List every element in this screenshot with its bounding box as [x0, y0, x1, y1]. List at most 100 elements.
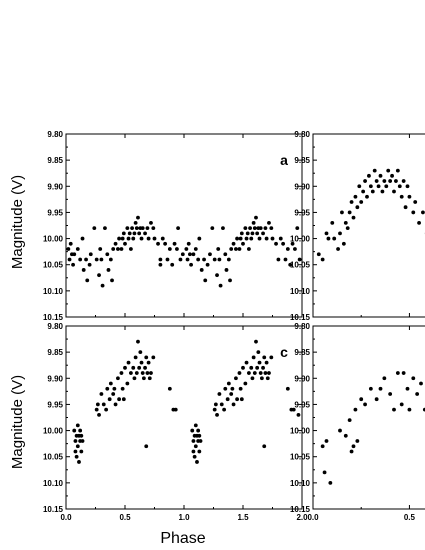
data-point-c-0-36	[132, 376, 137, 381]
data-point-a-0-112	[258, 226, 263, 231]
data-point-c-0-13	[80, 439, 85, 443]
data-point-a-0-93	[234, 247, 238, 251]
data-point-c-0-34	[129, 371, 133, 375]
data-point-c-0-45	[143, 365, 147, 370]
data-point-a-0-9	[81, 268, 86, 272]
data-point-a-0-72	[193, 247, 198, 251]
data-point-d-0-0	[320, 444, 325, 449]
data-point-c-0-14	[94, 407, 99, 412]
data-point-b-0-20	[363, 179, 367, 183]
x-axis-title: Phase	[160, 530, 205, 547]
data-point-a-0-70	[189, 262, 193, 267]
data-point-b-0-45	[413, 200, 418, 204]
data-point-a-0-105	[250, 231, 255, 236]
y-tick-label-a-6: 10.10	[43, 287, 64, 296]
data-point-a-0-4	[71, 262, 75, 267]
data-point-a-0-18	[99, 257, 104, 262]
data-point-a-0-12	[87, 262, 92, 267]
data-point-c-0-78	[226, 381, 231, 386]
data-point-d-0-26	[419, 381, 423, 386]
data-point-d-0-21	[401, 371, 406, 375]
data-point-c-0-101	[261, 365, 265, 370]
data-point-c-0-49	[147, 376, 152, 381]
data-point-a-0-10	[84, 257, 88, 262]
data-point-a-0-24	[110, 278, 114, 283]
data-point-c-0-31	[123, 365, 127, 370]
data-point-c-0-23	[111, 392, 116, 396]
y-tick-label-b-1: 9.85	[294, 156, 310, 165]
data-point-d-0-17	[388, 392, 393, 396]
y-tick-label-a-7: 10.15	[43, 313, 64, 322]
data-point-a-0-11	[85, 278, 90, 283]
data-point-c-0-33	[126, 360, 131, 365]
data-point-c-0-70	[212, 407, 217, 412]
data-point-a-0-58	[165, 257, 170, 262]
data-point-d-0-4	[338, 428, 342, 433]
data-point-c-0-92	[250, 376, 255, 381]
data-point-b-0-41	[403, 205, 408, 210]
data-point-c-0-64	[195, 460, 199, 464]
data-point-a-0-37	[130, 226, 134, 231]
data-point-b-0-3	[326, 236, 331, 241]
data-point-a-0-15	[94, 257, 99, 262]
data-point-c-0-39	[136, 339, 140, 344]
data-point-a-0-34	[126, 236, 131, 241]
y-tick-label-d-2: 9.90	[294, 374, 310, 383]
data-point-a-0-75	[199, 268, 204, 272]
data-point-c-0-69	[198, 439, 203, 443]
data-point-b-0-29	[380, 189, 385, 194]
y-tick-label-c-1: 9.85	[47, 348, 63, 357]
y-tick-label-c-0: 9.80	[47, 322, 63, 331]
data-point-a-0-77	[203, 278, 208, 283]
data-point-a-0-124	[285, 247, 290, 251]
data-point-c-0-12	[79, 433, 84, 438]
data-point-c-0-77	[225, 397, 230, 402]
data-point-a-0-46	[140, 226, 145, 231]
data-point-a-0-78	[205, 262, 210, 267]
data-point-a-0-26	[113, 241, 118, 246]
data-point-a-0-63	[176, 226, 181, 231]
data-point-b-0-27	[376, 184, 381, 189]
y-tick-label-c-6: 10.10	[43, 479, 64, 488]
data-point-c-0-76	[223, 386, 228, 391]
data-point-a-0-95	[237, 247, 242, 251]
data-point-a-0-91	[229, 247, 234, 251]
data-point-c-0-55	[173, 407, 178, 412]
data-point-c-0-95	[254, 339, 258, 344]
data-point-a-0-94	[235, 236, 240, 241]
y-tick-label-b-6: 10.10	[290, 287, 311, 296]
panel-frame-c	[65, 325, 303, 510]
data-point-c-0-41	[138, 350, 143, 355]
data-point-d-0-15	[378, 386, 383, 391]
data-point-a-0-109	[255, 231, 260, 236]
data-point-a-0-69	[188, 252, 192, 257]
data-point-c-0-60	[192, 454, 197, 459]
data-point-b-0-8	[340, 210, 344, 215]
data-point-a-0-41	[134, 226, 139, 231]
data-point-c-0-97	[256, 350, 261, 355]
data-point-c-0-25	[113, 402, 118, 407]
data-point-a-0-16	[97, 273, 101, 278]
data-point-c-0-48	[146, 360, 151, 365]
data-point-c-0-11	[79, 449, 84, 454]
data-point-a-0-85	[218, 283, 223, 288]
data-point-d-0-20	[399, 402, 404, 407]
y-axis-title-top: Magnitude (V)	[9, 175, 26, 269]
data-point-c-0-52	[144, 444, 149, 449]
data-point-a-0-99	[243, 226, 248, 231]
data-point-c-0-26	[116, 376, 120, 381]
data-point-c-0-10	[78, 428, 83, 433]
x-tick-label-d-1: 0.5	[404, 513, 416, 522]
data-point-d-0-13	[368, 386, 373, 391]
y-tick-label-d-5: 10.05	[290, 453, 311, 462]
data-point-a-0-118	[270, 236, 275, 241]
data-point-c-0-29	[120, 386, 125, 391]
data-point-a-0-53	[156, 241, 160, 246]
data-point-b-0-34	[390, 173, 394, 178]
data-point-b-0-0	[316, 252, 321, 257]
data-point-b-0-42	[405, 184, 410, 189]
data-point-a-0-106	[251, 220, 256, 225]
data-point-c-0-61	[193, 423, 198, 428]
data-point-c-0-102	[262, 355, 267, 360]
data-point-a-0-66	[184, 247, 189, 251]
